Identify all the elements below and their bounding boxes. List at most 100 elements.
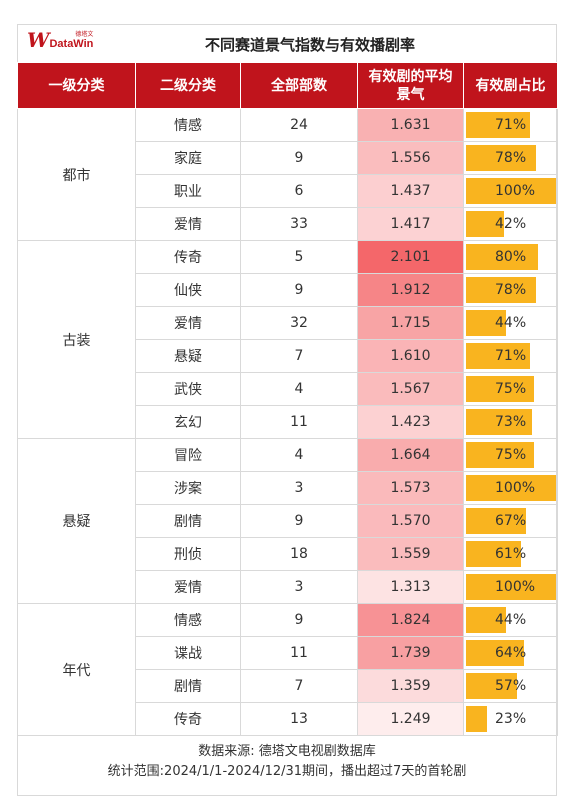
footer-scope: 统计范围:2024/1/1-2024/12/31期间，播出超过7天的首轮剧 bbox=[107, 764, 467, 779]
col-header-score: 有效剧的平均景气 bbox=[357, 62, 464, 109]
score-cell: 1.631 bbox=[357, 108, 464, 142]
ratio-bar bbox=[466, 541, 521, 567]
score-cell: 1.567 bbox=[357, 372, 464, 406]
table-row: 涉案 3 1.573 100% bbox=[18, 471, 558, 505]
table-row: 剧情 9 1.570 67% bbox=[18, 504, 558, 538]
ratio-cell: 44% bbox=[463, 603, 558, 637]
cat2-cell: 传奇 bbox=[135, 240, 241, 274]
ratio-text: 57% bbox=[495, 678, 527, 694]
ratio-cell: 100% bbox=[463, 570, 558, 604]
score-cell: 1.610 bbox=[357, 339, 464, 373]
ratio-text: 67% bbox=[495, 513, 527, 529]
ratio-text: 73% bbox=[495, 414, 527, 430]
ratio-bar bbox=[466, 277, 536, 303]
col-header-count: 全部部数 bbox=[240, 62, 358, 109]
col-header-cat2: 二级分类 bbox=[135, 62, 241, 109]
count-cell: 13 bbox=[240, 702, 358, 736]
ratio-cell: 71% bbox=[463, 108, 558, 142]
ratio-text: 78% bbox=[495, 150, 527, 166]
ratio-text: 23% bbox=[495, 711, 527, 727]
count-cell: 7 bbox=[240, 339, 358, 373]
header-row: 一级分类 二级分类 全部部数 有效剧的平均景气 有效剧占比 bbox=[17, 62, 558, 109]
table-row: 爱情 33 1.417 42% bbox=[18, 207, 558, 241]
table-row: 玄幻 11 1.423 73% bbox=[18, 405, 558, 439]
table-row: 爱情 32 1.715 44% bbox=[18, 306, 558, 340]
datawin-logo: W 德塔文 DataWin bbox=[27, 30, 93, 50]
ratio-text: 100% bbox=[495, 579, 536, 595]
table-row: 传奇 13 1.249 23% bbox=[18, 702, 558, 736]
ratio-text: 61% bbox=[495, 546, 527, 562]
col-header-cat1: 一级分类 bbox=[17, 62, 136, 109]
count-cell: 18 bbox=[240, 537, 358, 571]
ratio-cell: 42% bbox=[463, 207, 558, 241]
table-row: 武侠 4 1.567 75% bbox=[18, 372, 558, 406]
ratio-bar bbox=[466, 310, 506, 336]
score-cell: 1.423 bbox=[357, 405, 464, 439]
ratio-cell: 73% bbox=[463, 405, 558, 439]
ratio-text: 71% bbox=[495, 117, 527, 133]
cat2-cell: 剧情 bbox=[135, 669, 241, 703]
count-cell: 6 bbox=[240, 174, 358, 208]
ratio-bar bbox=[466, 211, 504, 237]
ratio-cell: 23% bbox=[463, 702, 558, 736]
table-row: 古装 传奇 5 2.101 80% bbox=[17, 240, 558, 439]
count-cell: 9 bbox=[240, 273, 358, 307]
cat1-cell: 都市 bbox=[17, 108, 136, 241]
cat1-cell: 悬疑 bbox=[17, 438, 136, 604]
cat2-cell: 爱情 bbox=[135, 306, 241, 340]
ratio-text: 100% bbox=[495, 183, 536, 199]
count-cell: 33 bbox=[240, 207, 358, 241]
table-row: 悬疑 冒险 4 1.664 75% bbox=[17, 438, 558, 604]
ratio-text: 44% bbox=[495, 315, 527, 331]
logo-en: DataWin bbox=[49, 38, 94, 50]
score-cell: 1.437 bbox=[357, 174, 464, 208]
count-cell: 9 bbox=[240, 603, 358, 637]
ratio-text: 64% bbox=[495, 645, 527, 661]
logo-cn: 德塔文 bbox=[75, 31, 94, 38]
table-body: 都市 情感 24 1.631 71% 家庭 9 1.556 78% 职业 6 1.437 100% 爱情 3… bbox=[17, 108, 558, 736]
ratio-bar bbox=[466, 145, 536, 171]
ratio-bar bbox=[466, 343, 530, 369]
cat2-cell: 悬疑 bbox=[135, 339, 241, 373]
ratio-cell: 64% bbox=[463, 636, 558, 670]
score-cell: 1.664 bbox=[357, 438, 464, 472]
ratio-bar bbox=[466, 442, 534, 468]
count-cell: 9 bbox=[240, 504, 358, 538]
cat2-cell: 冒险 bbox=[135, 438, 241, 472]
count-cell: 4 bbox=[240, 438, 358, 472]
count-cell: 9 bbox=[240, 141, 358, 175]
ratio-bar bbox=[466, 673, 517, 699]
ratio-cell: 100% bbox=[463, 471, 558, 505]
count-cell: 11 bbox=[240, 636, 358, 670]
ratio-cell: 75% bbox=[463, 372, 558, 406]
ratio-cell: 71% bbox=[463, 339, 558, 373]
ratio-text: 75% bbox=[495, 447, 527, 463]
count-cell: 3 bbox=[240, 471, 358, 505]
score-cell: 1.573 bbox=[357, 471, 464, 505]
score-cell: 1.715 bbox=[357, 306, 464, 340]
score-cell: 1.912 bbox=[357, 273, 464, 307]
score-cell: 1.359 bbox=[357, 669, 464, 703]
ratio-cell: 80% bbox=[463, 240, 558, 274]
ratio-cell: 100% bbox=[463, 174, 558, 208]
footer-source: 数据来源: 德塔文电视剧数据库 bbox=[198, 744, 376, 759]
cat2-cell: 武侠 bbox=[135, 372, 241, 406]
cat2-cell: 家庭 bbox=[135, 141, 241, 175]
ratio-text: 75% bbox=[495, 381, 527, 397]
ratio-bar bbox=[466, 409, 532, 435]
table-row: 职业 6 1.437 100% bbox=[18, 174, 558, 208]
ratio-bar bbox=[466, 475, 556, 501]
ratio-bar bbox=[466, 640, 524, 666]
cat2-cell: 仙侠 bbox=[135, 273, 241, 307]
cat2-cell: 情感 bbox=[135, 108, 241, 142]
ratio-cell: 57% bbox=[463, 669, 558, 703]
table-row: 都市 情感 24 1.631 71% bbox=[17, 108, 558, 241]
count-cell: 5 bbox=[240, 240, 358, 274]
cat2-cell: 涉案 bbox=[135, 471, 241, 505]
score-cell: 1.559 bbox=[357, 537, 464, 571]
ratio-bar bbox=[466, 112, 530, 138]
ratio-bar bbox=[466, 607, 506, 633]
ratio-cell: 78% bbox=[463, 273, 558, 307]
logo-text: 德塔文 DataWin bbox=[49, 31, 93, 50]
cat1-cell: 古装 bbox=[17, 240, 136, 439]
